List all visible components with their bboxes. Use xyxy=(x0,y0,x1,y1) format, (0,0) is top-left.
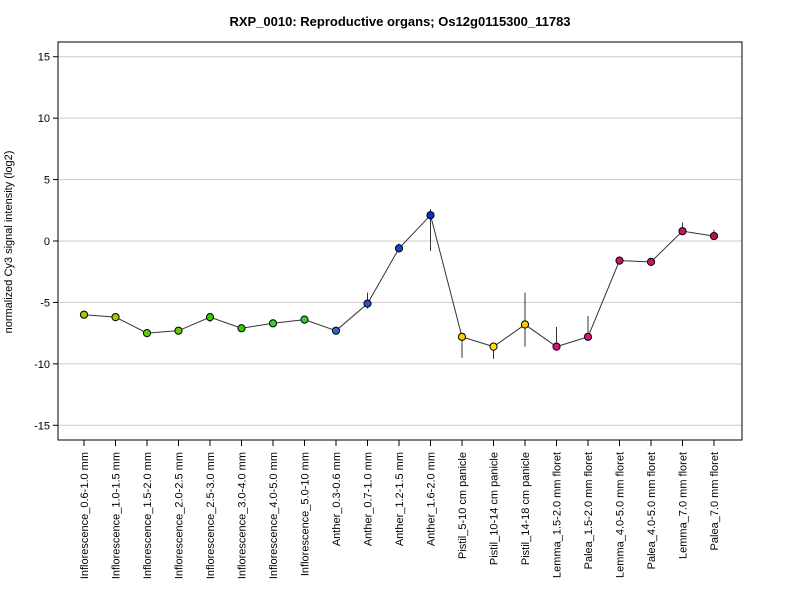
x-tick-label: Inflorescence_1.5-2.0 mm xyxy=(142,452,154,579)
data-point xyxy=(331,326,341,335)
data-point xyxy=(174,326,183,335)
y-axis: -15 -10 -5 0 5 10 15 xyxy=(34,52,58,432)
data-point xyxy=(111,313,120,322)
x-axis: Inflorescence_0.6-1.0 mm Inflorescence_1.… xyxy=(79,440,721,579)
data-point xyxy=(300,315,309,324)
data-point xyxy=(615,256,624,265)
data-point xyxy=(205,313,215,322)
x-tick-label: Inflorescence_2.5-3.0 mm xyxy=(205,452,217,579)
x-tick-label: Palea_7.0 mm floret xyxy=(709,452,721,550)
y-tick-label: -15 xyxy=(34,420,50,432)
data-point xyxy=(489,342,498,351)
x-tick-label: Anther_0.3-0.6 mm xyxy=(331,452,343,546)
x-tick-label: Pistil_10-14 cm panicle xyxy=(489,452,501,565)
data-point xyxy=(678,227,687,236)
x-tick-label: Lemma_4.0-5.0 mm floret xyxy=(615,452,627,578)
data-point xyxy=(520,320,530,329)
data-point xyxy=(142,329,152,338)
data-point xyxy=(552,342,561,351)
data-point xyxy=(237,324,246,333)
y-axis-label: normalized Cy3 signal intensity (log2) xyxy=(3,151,15,334)
data-point xyxy=(426,211,435,220)
data-point xyxy=(646,257,656,266)
data-point xyxy=(268,319,278,328)
y-tick-label: -10 xyxy=(34,359,50,371)
x-tick-label: Lemma_7.0 mm floret xyxy=(678,452,690,559)
grid xyxy=(58,56,742,426)
y-tick-label: 10 xyxy=(38,113,50,125)
data-point xyxy=(709,231,719,241)
data-point xyxy=(394,244,404,253)
data-point xyxy=(79,310,89,319)
x-tick-label: Inflorescence_1.0-1.5 mm xyxy=(111,452,123,579)
x-tick-label: Pistil_5-10 cm panicle xyxy=(457,452,469,559)
data-point xyxy=(363,299,372,308)
x-tick-label: Palea_1.5-2.0 mm floret xyxy=(583,452,595,569)
y-tick-label: 0 xyxy=(44,236,50,248)
x-tick-label: Palea_4.0-5.0 mm floret xyxy=(646,452,658,569)
y-tick-label: 5 xyxy=(44,175,50,187)
x-tick-label: Anther_0.7-1.0 mm xyxy=(363,452,375,546)
y-tick-label: -5 xyxy=(40,297,50,309)
data-point xyxy=(583,332,593,341)
x-tick-label: Anther_1.2-1.5 mm xyxy=(394,452,406,546)
plot-frame xyxy=(57,41,743,441)
series xyxy=(79,209,719,359)
x-tick-label: Inflorescence_0.6-1.0 mm xyxy=(79,452,91,579)
x-tick-label: Inflorescence_3.0-4.0 mm xyxy=(237,452,249,579)
x-tick-label: Lemma_1.5-2.0 mm floret xyxy=(552,452,564,578)
x-tick-label: Pistil_14-18 cm panicle xyxy=(520,452,532,565)
y-tick-label: 15 xyxy=(38,52,50,64)
data-point xyxy=(457,332,467,341)
x-tick-label: Inflorescence_5.0-10 mm xyxy=(300,452,312,576)
chart-title: RXP_0010: Reproductive organs; Os12g0115… xyxy=(229,14,570,29)
x-tick-label: Anther_1.6-2.0 mm xyxy=(426,452,438,546)
x-tick-label: Inflorescence_4.0-5.0 mm xyxy=(268,452,280,579)
x-tick-label: Inflorescence_2.0-2.5 mm xyxy=(174,452,186,579)
